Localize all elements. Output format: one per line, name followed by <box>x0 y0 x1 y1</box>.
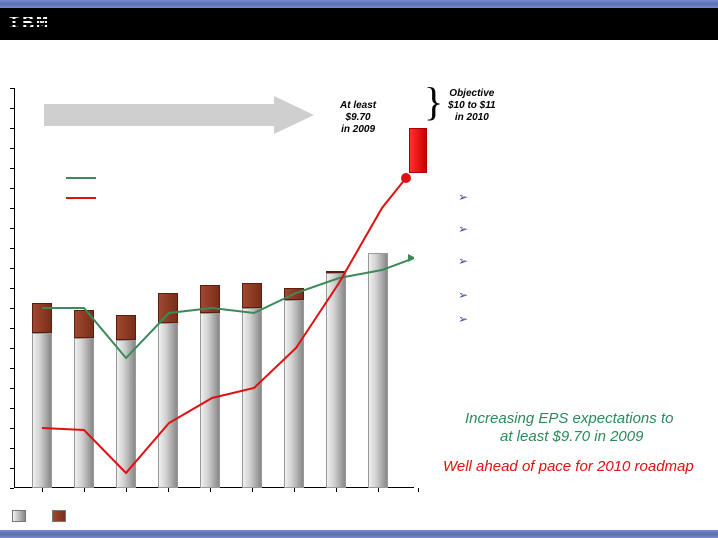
x-tick <box>378 488 379 492</box>
x-tick <box>336 488 337 492</box>
bar-top <box>74 310 94 338</box>
y-tick <box>10 248 14 249</box>
bar-base <box>326 273 346 488</box>
bullet-list: ➢ ➢ ➢ ➢ ➢ <box>458 190 688 344</box>
x-tick <box>84 488 85 492</box>
header-bar: IBM <box>0 8 718 40</box>
chart-area <box>14 88 414 488</box>
x-tick <box>126 488 127 492</box>
y-tick <box>10 308 14 309</box>
y-tick <box>10 208 14 209</box>
bar <box>74 310 94 488</box>
y-tick <box>10 348 14 349</box>
y-tick <box>10 408 14 409</box>
y-tick <box>10 268 14 269</box>
bar <box>284 288 304 488</box>
y-tick <box>10 188 14 189</box>
caption-text: at least $9.70 in 2009 <box>500 428 643 445</box>
bar <box>242 283 262 488</box>
x-tick <box>294 488 295 492</box>
bullet-item: ➢ <box>458 312 688 326</box>
y-tick <box>10 488 14 489</box>
y-tick <box>10 288 14 289</box>
bar <box>116 315 136 488</box>
y-tick <box>10 328 14 329</box>
top-stripe <box>0 0 718 8</box>
bar-top <box>116 315 136 340</box>
bar-base <box>74 338 94 488</box>
caption-text: Increasing EPS expectations to <box>465 410 673 427</box>
slide-content: At least$9.70in 2009 Objective$10 to $11… <box>0 40 718 530</box>
bar-base <box>116 340 136 488</box>
bullet-item: ➢ <box>458 190 688 204</box>
brace-icon: } <box>424 82 443 122</box>
bar-base <box>242 308 262 488</box>
y-tick <box>10 428 14 429</box>
bar <box>32 303 52 488</box>
bullet-item: ➢ <box>458 288 688 302</box>
bar <box>368 253 388 488</box>
y-tick <box>10 128 14 129</box>
y-tick <box>10 448 14 449</box>
y-tick <box>10 168 14 169</box>
x-tick <box>168 488 169 492</box>
bar-top <box>200 285 220 313</box>
objective-bar <box>409 128 427 173</box>
ibm-logo: IBM <box>8 13 50 36</box>
y-tick <box>10 88 14 89</box>
bar-base <box>284 300 304 488</box>
bar-base <box>32 333 52 488</box>
bar <box>158 293 178 488</box>
x-tick <box>418 488 419 492</box>
bar-base <box>200 313 220 488</box>
caption-text: Well ahead of pace for 2010 roadmap <box>443 458 694 475</box>
bar-top <box>32 303 52 333</box>
y-tick <box>10 108 14 109</box>
x-tick <box>210 488 211 492</box>
bar-base <box>158 323 178 488</box>
x-tick <box>42 488 43 492</box>
y-tick <box>10 468 14 469</box>
bar <box>200 285 220 488</box>
annotation-objective: Objective$10 to $11in 2010 <box>448 88 496 124</box>
y-tick <box>10 148 14 149</box>
legend-swatch <box>52 510 66 522</box>
x-tick <box>252 488 253 492</box>
bullet-item: ➢ <box>458 254 688 268</box>
direction-arrow-icon <box>44 96 314 139</box>
legend-swatch <box>12 510 26 522</box>
bottom-stripe <box>0 530 718 538</box>
y-tick <box>10 388 14 389</box>
bar <box>326 271 346 488</box>
y-tick <box>10 368 14 369</box>
bar-top <box>326 271 346 273</box>
y-tick <box>10 228 14 229</box>
bar-top <box>284 288 304 300</box>
bar-top <box>158 293 178 323</box>
y-axis <box>14 88 15 488</box>
bullet-item: ➢ <box>458 222 688 236</box>
bar-base <box>368 253 388 488</box>
bar-top <box>242 283 262 308</box>
annotation-at-least: At least$9.70in 2009 <box>340 100 376 136</box>
